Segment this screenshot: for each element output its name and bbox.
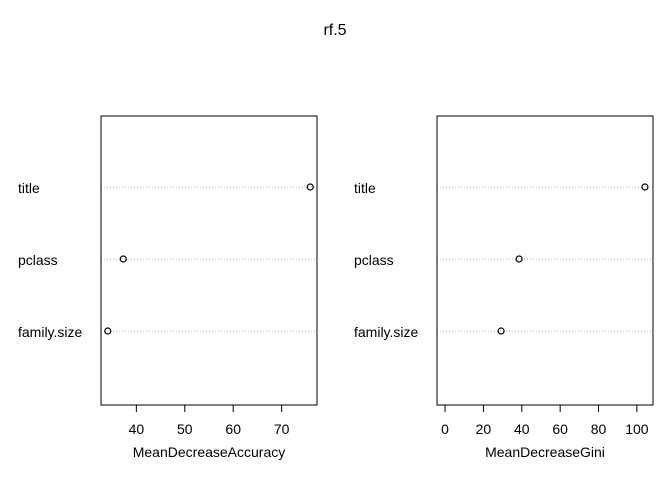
panel-2-x-tick-label: 60: [552, 421, 568, 437]
panel-1-data-point: [119, 255, 127, 263]
panel-2-category-label: pclass: [354, 252, 394, 268]
panel-1-x-tick-label: 60: [225, 421, 241, 437]
panel-2-x-tick-label: 80: [591, 421, 607, 437]
chart-title: rf.5: [323, 22, 346, 39]
panel-2-data-point: [515, 255, 523, 263]
panel-2-data-point: [641, 183, 649, 191]
panel-2-x-tick-label: 20: [476, 421, 492, 437]
panel-2-x-tick-label: 100: [625, 421, 649, 437]
panel-1-category-label: title: [18, 180, 40, 196]
panel-1-category-label: pclass: [18, 252, 58, 268]
panel-2-category-label: family.size: [354, 324, 419, 340]
panel-1-x-tick-label: 40: [129, 421, 145, 437]
panel-1-x-axis-label: MeanDecreaseAccuracy: [133, 444, 286, 460]
panel-2-data-point: [497, 327, 505, 335]
panel-2-x-tick-label: 0: [441, 421, 449, 437]
panel-1-data-point: [104, 327, 112, 335]
panel-2-x-axis-label: MeanDecreaseGini: [485, 444, 605, 460]
panel-2-plot-frame: [436, 115, 654, 406]
panel-1-plot-frame: [100, 115, 318, 406]
panel-2-x-tick-label: 40: [514, 421, 530, 437]
panel-1-data-point: [306, 183, 314, 191]
panel-mean-decrease-accuracy: title pclass family.size 40 50 60 70 MeanDecrea…: [18, 115, 318, 460]
panel-mean-decrease-gini: title pclass family.size 0 20 40 60 80 100 MeanDe…: [354, 115, 654, 460]
panel-1-category-label: family.size: [18, 324, 83, 340]
panel-1-x-tick-label: 70: [274, 421, 290, 437]
panel-2-category-label: title: [354, 180, 376, 196]
panel-1-x-tick-label: 50: [177, 421, 193, 437]
